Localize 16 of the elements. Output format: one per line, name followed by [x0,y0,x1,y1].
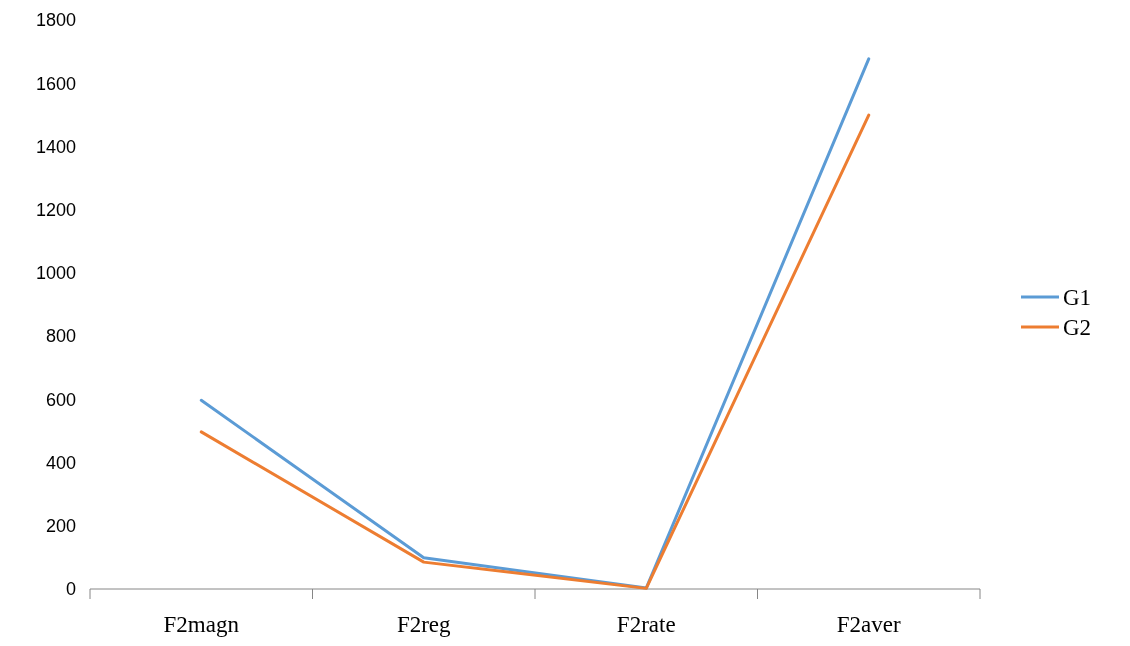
y-tick-label: 600 [45,389,76,410]
y-tick-label: 800 [45,326,76,347]
y-tick-label: 1400 [35,136,76,157]
y-tick-label: 400 [45,452,76,473]
y-tick-label: 1800 [35,10,76,31]
x-tick-label: F2magn [163,612,240,637]
x-tick-label: F2rate [616,612,676,637]
x-tick-label: F2aver [836,612,902,637]
legend-label: G2 [1063,315,1092,341]
y-tick-label: 200 [45,516,76,537]
legend-label: G1 [1063,285,1092,311]
y-tick-label: 1000 [35,263,76,284]
x-tick-label: F2reg [396,612,452,637]
y-tick-label: 1200 [35,199,76,220]
y-tick-label: 1600 [35,73,76,94]
y-tick-label: 0 [65,579,76,600]
